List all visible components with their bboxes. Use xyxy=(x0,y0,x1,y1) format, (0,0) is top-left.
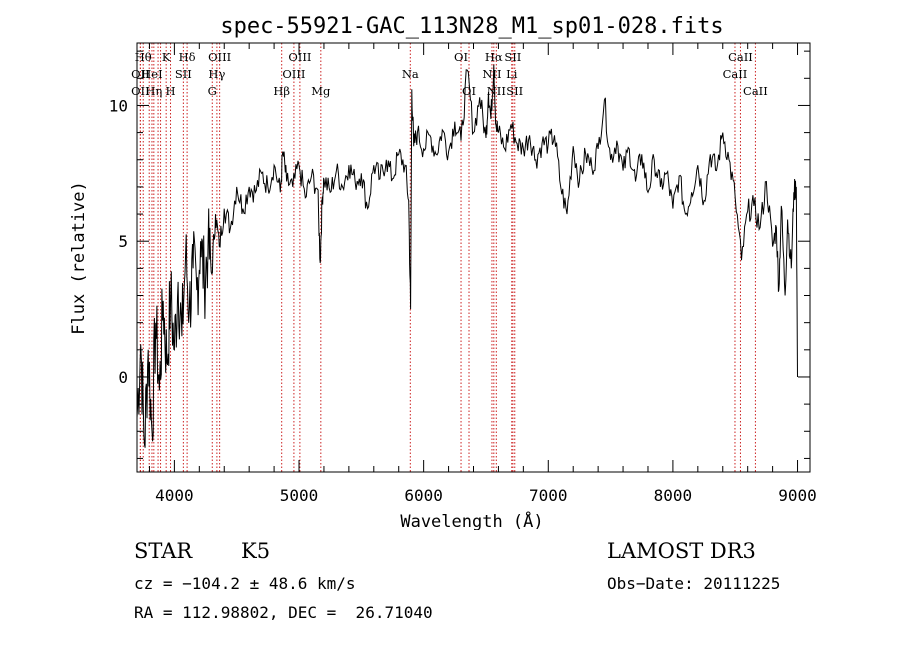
axis-ticks: 4000 5000 6000 7000 8000 9000 0 5 10 xyxy=(109,43,817,505)
survey-name: LAMOST DR3 xyxy=(607,539,756,563)
line-marker-label: SII xyxy=(175,67,192,81)
line-marker-label: OIII xyxy=(208,50,231,64)
y-tick-label: 0 xyxy=(118,368,128,387)
redshift-velocity: cz = −104.2 ± 48.6 km/s xyxy=(134,574,356,593)
x-tick-label: 4000 xyxy=(155,486,194,505)
line-marker-label: SII xyxy=(506,84,523,98)
line-marker-label: Hα xyxy=(485,50,503,64)
line-marker-label: Hη xyxy=(145,84,162,98)
line-marker-label: OIII xyxy=(282,67,305,81)
line-marker-label: SII xyxy=(504,50,521,64)
line-marker-label: Mg xyxy=(311,84,331,98)
line-marker-label: Li xyxy=(506,67,518,81)
y-axis-label: Flux (relative) xyxy=(69,181,89,335)
plot-frame xyxy=(136,42,811,473)
line-marker-label: Hγ xyxy=(208,67,225,81)
line-marker-label: K xyxy=(162,50,171,64)
line-marker-label: OII xyxy=(131,84,150,98)
line-marker-label: Hθ xyxy=(135,50,152,64)
y-tick-label: 5 xyxy=(118,232,128,251)
spectral-line-labels: HθOIIOIIHeIHηKHSIIHδGHγOIIIHβOIIIOIIIMgN… xyxy=(131,50,768,98)
line-marker-label: CaII xyxy=(743,84,768,98)
line-marker-label: HeI xyxy=(141,67,162,81)
line-marker-label: G xyxy=(208,84,217,98)
line-marker-label: OII xyxy=(131,67,150,81)
object-subclass: K5 xyxy=(241,539,271,563)
line-marker-label: OI xyxy=(454,50,468,64)
chart-title: spec-55921-GAC_113N28_M1_sp01-028.fits xyxy=(220,14,723,39)
spectral-line-markers xyxy=(139,43,756,472)
spectrum-chart: spec-55921-GAC_113N28_M1_sp01-028.fits H… xyxy=(69,14,817,530)
line-marker-label: Hβ xyxy=(273,84,290,98)
line-marker-label: Hδ xyxy=(179,50,196,64)
line-marker-label: NII xyxy=(487,84,506,98)
x-tick-label: 6000 xyxy=(404,486,443,505)
object-class: STAR xyxy=(134,539,193,563)
x-tick-label: 9000 xyxy=(778,486,817,505)
y-tick-label: 10 xyxy=(109,96,128,115)
x-tick-label: 8000 xyxy=(654,486,693,505)
line-marker-label: CaII xyxy=(723,67,748,81)
x-tick-label: 7000 xyxy=(529,486,568,505)
spectrum-line xyxy=(136,64,798,448)
sky-coordinates: RA = 112.98802, DEC = 26.71040 xyxy=(134,603,433,622)
line-marker-label: NII xyxy=(482,67,501,81)
x-axis-label: Wavelength (Å) xyxy=(400,510,543,530)
line-marker-label: H xyxy=(166,84,176,98)
line-marker-label: CaII xyxy=(728,50,753,64)
observation-date: Obs−Date: 20111225 xyxy=(607,574,781,593)
x-tick-label: 5000 xyxy=(280,486,319,505)
line-marker-label: Na xyxy=(402,67,419,81)
line-marker-label: OIII xyxy=(288,50,311,64)
